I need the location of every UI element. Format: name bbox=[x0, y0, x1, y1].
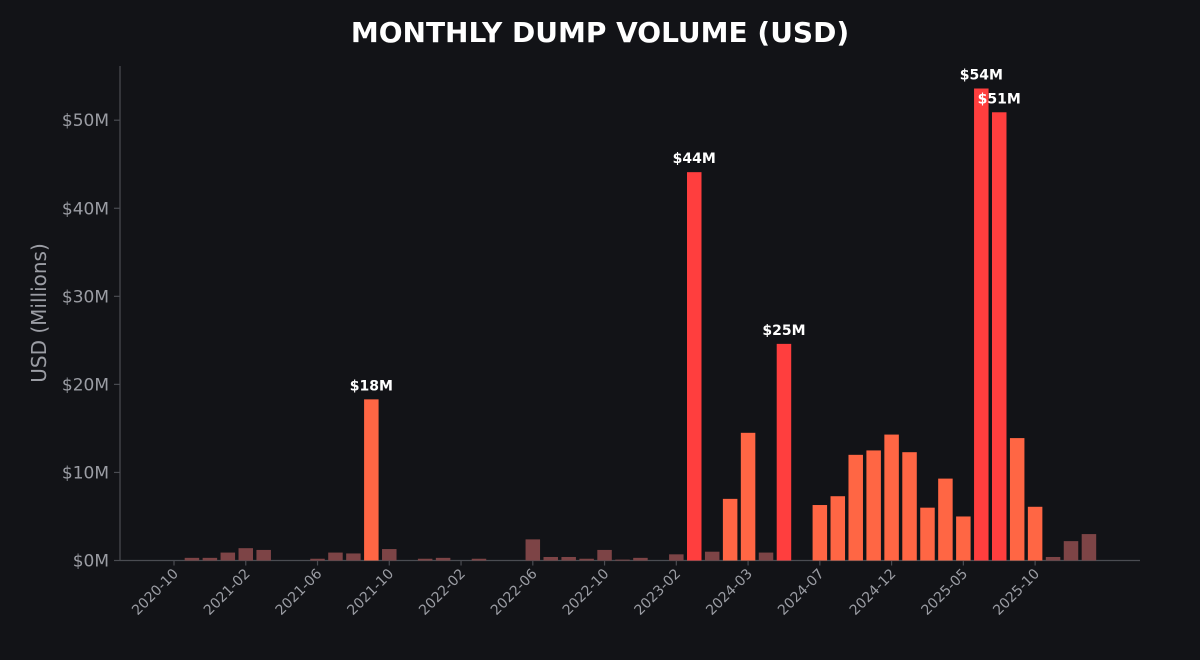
bar bbox=[812, 505, 828, 561]
x-tick-label: 2021-02 bbox=[201, 566, 254, 619]
x-tick-label: 2025-10 bbox=[990, 566, 1043, 619]
bar bbox=[1027, 506, 1043, 561]
bar bbox=[1063, 541, 1079, 561]
bar bbox=[328, 552, 343, 561]
bar bbox=[776, 343, 792, 561]
x-tick-label: 2024-07 bbox=[775, 566, 828, 619]
bar bbox=[866, 450, 881, 561]
bar bbox=[1081, 534, 1097, 561]
bar bbox=[471, 558, 487, 561]
bar bbox=[364, 399, 379, 561]
x-tick-label: 2024-03 bbox=[703, 566, 756, 619]
y-tick-label: $0M bbox=[73, 552, 109, 572]
bar bbox=[758, 552, 774, 561]
x-tick-label: 2023-02 bbox=[631, 566, 684, 619]
bar bbox=[848, 454, 863, 561]
bar bbox=[974, 88, 989, 561]
bar bbox=[310, 558, 325, 561]
y-tick-label: $10M bbox=[62, 463, 109, 483]
bar bbox=[184, 557, 200, 561]
data-labels: $18M $44M $25M $54M $51M bbox=[350, 68, 1021, 395]
x-tick-label: 2020-10 bbox=[129, 566, 182, 619]
bar bbox=[238, 548, 254, 561]
x-tick-label: 2021-06 bbox=[273, 566, 326, 619]
bar bbox=[435, 557, 451, 561]
bar bbox=[561, 556, 576, 561]
bar bbox=[346, 553, 361, 561]
bar bbox=[256, 549, 271, 561]
bars bbox=[184, 88, 1097, 561]
bar bbox=[579, 558, 594, 561]
y-tick-label: $30M bbox=[62, 287, 109, 307]
bar bbox=[525, 539, 541, 561]
y-tick-label: $40M bbox=[62, 199, 109, 219]
data-label: $18M bbox=[350, 378, 393, 394]
y-tick-label: $20M bbox=[62, 375, 109, 395]
y-tick-label: $50M bbox=[62, 111, 109, 131]
bar bbox=[920, 507, 935, 561]
x-tick-label: 2022-10 bbox=[560, 566, 613, 619]
bar bbox=[991, 112, 1007, 561]
x-tick-label: 2022-02 bbox=[416, 566, 469, 619]
bar bbox=[633, 557, 648, 561]
chart-title: MONTHLY DUMP VOLUME (USD) bbox=[351, 16, 849, 49]
bar bbox=[902, 452, 917, 561]
bar bbox=[202, 557, 218, 561]
bar bbox=[830, 496, 846, 561]
x-tick-label: 2024-12 bbox=[847, 566, 900, 619]
bar bbox=[382, 549, 397, 561]
y-ticks: $0M $10M $20M $30M $40M $50M bbox=[62, 111, 120, 572]
bar bbox=[687, 172, 702, 561]
bar bbox=[938, 478, 953, 561]
bar bbox=[1009, 438, 1025, 561]
x-tick-label: 2022-06 bbox=[488, 566, 541, 619]
data-label: $25M bbox=[762, 323, 805, 339]
data-label: $54M bbox=[960, 68, 1003, 84]
data-label: $44M bbox=[673, 151, 716, 167]
bar bbox=[597, 549, 612, 561]
bar bbox=[220, 552, 236, 561]
bar bbox=[704, 551, 720, 561]
bar bbox=[722, 498, 738, 561]
x-ticks: 2020-10 2021-02 2021-06 2021-10 2022-02 2022-… bbox=[129, 560, 1043, 619]
bar bbox=[543, 556, 558, 561]
x-tick-label: 2025-05 bbox=[919, 566, 972, 619]
bar bbox=[615, 559, 630, 561]
bar bbox=[884, 434, 899, 561]
bar bbox=[956, 516, 971, 561]
bar bbox=[740, 432, 756, 561]
bar bbox=[1045, 556, 1061, 561]
bar bbox=[669, 554, 684, 561]
x-tick-label: 2021-10 bbox=[344, 566, 397, 619]
data-label: $51M bbox=[978, 91, 1021, 107]
bar bbox=[417, 558, 433, 561]
y-axis-label: USD (Millions) bbox=[27, 243, 51, 383]
